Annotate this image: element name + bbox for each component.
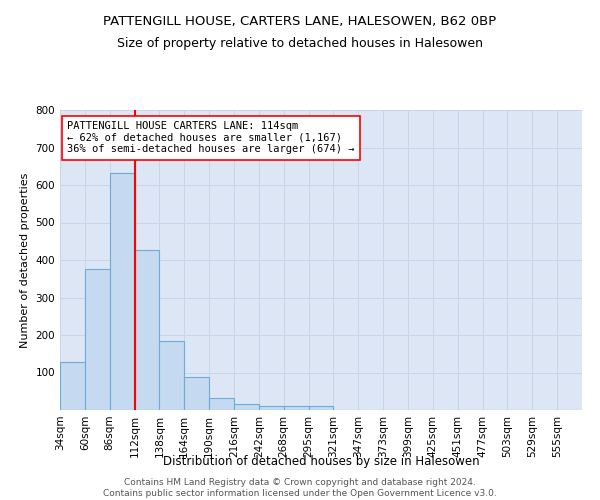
- Text: PATTENGILL HOUSE CARTERS LANE: 114sqm
← 62% of detached houses are smaller (1,16: PATTENGILL HOUSE CARTERS LANE: 114sqm ← …: [67, 121, 355, 154]
- Bar: [134, 250, 160, 410]
- Text: Distribution of detached houses by size in Halesowen: Distribution of detached houses by size …: [163, 455, 479, 468]
- Y-axis label: Number of detached properties: Number of detached properties: [20, 172, 30, 348]
- Bar: [259, 406, 284, 410]
- Bar: [234, 404, 259, 410]
- Bar: [284, 406, 308, 410]
- Bar: [110, 172, 134, 410]
- Bar: [160, 342, 184, 410]
- Text: PATTENGILL HOUSE, CARTERS LANE, HALESOWEN, B62 0BP: PATTENGILL HOUSE, CARTERS LANE, HALESOWE…: [103, 15, 497, 28]
- Bar: [308, 406, 334, 410]
- Text: Size of property relative to detached houses in Halesowen: Size of property relative to detached ho…: [117, 38, 483, 51]
- Text: Contains HM Land Registry data © Crown copyright and database right 2024.
Contai: Contains HM Land Registry data © Crown c…: [103, 478, 497, 498]
- Bar: [184, 377, 209, 410]
- Bar: [85, 270, 110, 410]
- Bar: [60, 362, 85, 410]
- Bar: [209, 398, 234, 410]
